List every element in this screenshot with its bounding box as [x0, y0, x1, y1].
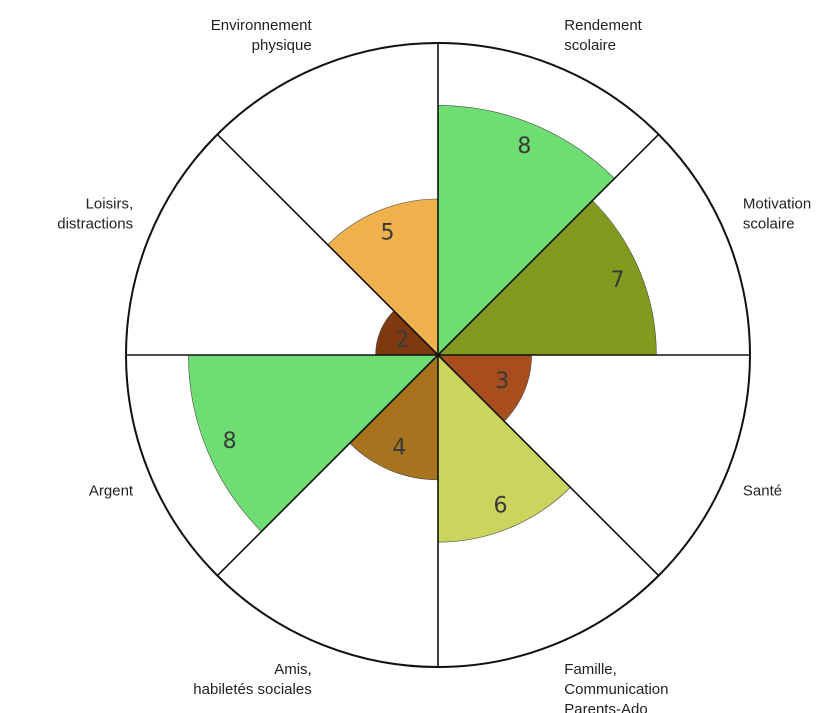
category-label-line: Environnement: [211, 17, 313, 34]
category-label-line: Amis,: [274, 661, 312, 678]
category-label-argent: Argent: [89, 482, 134, 499]
value-sectors: [188, 105, 657, 543]
category-label-line: habiletés sociales: [193, 681, 311, 698]
category-label-line: scolaire: [743, 216, 795, 233]
value-labels: 8 7 3 6 4 8 2 5: [223, 134, 625, 518]
category-label-sante: Santé: [743, 482, 782, 499]
sector-divider: [216, 133, 439, 356]
category-label-line: distractions: [57, 216, 133, 233]
sector-sante: [437, 354, 532, 422]
sector-motivation-scolaire: [437, 200, 657, 356]
sector-dividers: [126, 43, 750, 667]
category-label-famille-communication-parents-ado: Famille, Communication Parents-Ado: [564, 661, 668, 713]
value-label-motivation-scolaire: 7: [611, 268, 625, 293]
category-label-line: Santé: [743, 482, 782, 499]
category-label-line: physique: [252, 37, 312, 54]
sector-rendement-scolaire: [437, 105, 615, 356]
outer-circle: [125, 42, 751, 668]
sector-environnement-physique: [327, 198, 439, 356]
category-label-line: Argent: [89, 482, 134, 499]
category-label-loisirs-distractions: Loisirs, distractions: [57, 196, 133, 233]
sector-divider: [216, 354, 439, 577]
sector-divider: [437, 354, 660, 577]
value-label-famille-communication-parents-ado: 6: [493, 493, 507, 518]
value-label-argent: 8: [223, 429, 237, 454]
value-label-amis-habiletes-sociales: 4: [392, 436, 406, 461]
category-label-line: Loisirs,: [86, 196, 134, 213]
sector-divider: [437, 133, 660, 356]
category-label-line: Famille,: [564, 661, 617, 678]
sector-famille-communication-parents-ado: [437, 354, 571, 543]
category-label-amis-habiletes-sociales: Amis, habiletés sociales: [193, 661, 311, 698]
category-labels: Rendement scolaire Motivation scolaire Santé…: [57, 17, 811, 713]
value-label-sante: 3: [495, 369, 509, 394]
value-label-environnement-physique: 5: [380, 221, 394, 246]
category-label-rendement-scolaire: Rendement scolaire: [564, 17, 642, 54]
category-label-line: Motivation: [743, 196, 811, 213]
category-label-line: Rendement: [564, 17, 642, 34]
category-label-motivation-scolaire: Motivation scolaire: [743, 196, 811, 233]
category-label-environnement-physique: Environnement physique: [211, 17, 313, 54]
value-label-rendement-scolaire: 8: [517, 134, 531, 159]
category-label-line: scolaire: [564, 37, 616, 54]
category-label-line: Parents-Ado: [564, 701, 647, 713]
category-label-line: Communication: [564, 681, 668, 698]
sector-amis-habiletes-sociales: [349, 354, 439, 481]
sector-argent: [188, 354, 439, 532]
value-label-loisirs-distractions: 2: [396, 328, 410, 353]
